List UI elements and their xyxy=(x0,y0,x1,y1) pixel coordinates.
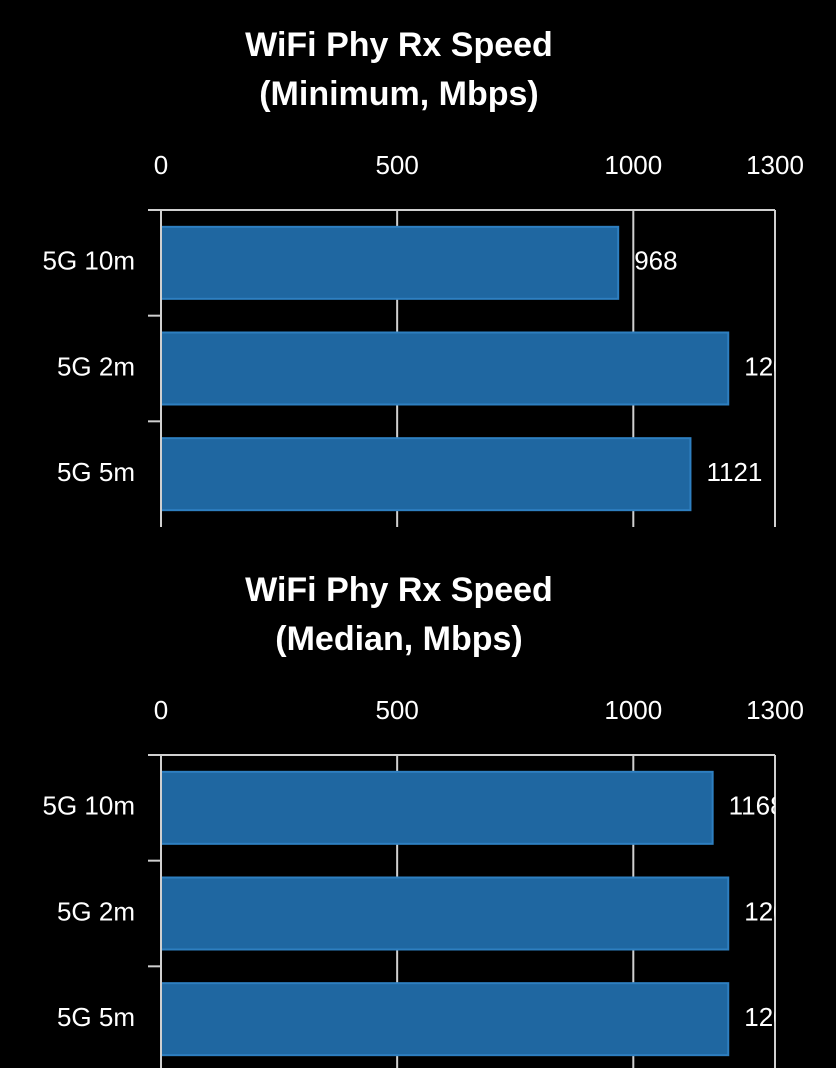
y-tick-label: 5G 10m xyxy=(43,246,136,276)
y-tick-label: 5G 5m xyxy=(57,457,135,487)
chart-title: WiFi Phy Rx Speed xyxy=(245,26,553,64)
chart-subtitle: (Minimum, Mbps) xyxy=(259,75,539,113)
value-label: 1168 xyxy=(729,791,785,821)
value-label: 968 xyxy=(634,246,677,276)
value-label: 1201 xyxy=(744,1002,802,1032)
value-label: 1201 xyxy=(744,896,802,926)
value-label: 1121 xyxy=(706,457,762,487)
x-tick-label: 0 xyxy=(154,150,168,180)
chart: WiFi Phy Rx Speed (Minimum, Mbps) 0 500 1000… xyxy=(43,26,804,527)
bar xyxy=(160,982,730,1057)
x-tick-label: 1300 xyxy=(746,695,804,725)
x-tick-label: 500 xyxy=(375,150,418,180)
x-tick-label: 500 xyxy=(375,695,418,725)
value-label: 1201 xyxy=(744,351,802,381)
x-tick-label: 0 xyxy=(154,695,168,725)
chart: WiFi Phy Rx Speed (Median, Mbps) 0 500 1000 1… xyxy=(43,571,804,1068)
bar xyxy=(160,876,730,951)
y-tick-label: 5G 2m xyxy=(57,896,135,926)
bar xyxy=(160,437,692,512)
y-tick-label: 5G 10m xyxy=(43,791,136,821)
chart-title: WiFi Phy Rx Speed xyxy=(245,571,553,609)
bar xyxy=(160,331,730,406)
x-tick-label: 1000 xyxy=(604,150,662,180)
y-tick-label: 5G 5m xyxy=(57,1002,135,1032)
bar xyxy=(160,225,620,300)
x-tick-label: 1000 xyxy=(604,695,662,725)
y-tick-label: 5G 2m xyxy=(57,351,135,381)
x-tick-label: 1300 xyxy=(746,150,804,180)
chart-subtitle: (Median, Mbps) xyxy=(275,620,522,658)
bar xyxy=(160,770,714,845)
